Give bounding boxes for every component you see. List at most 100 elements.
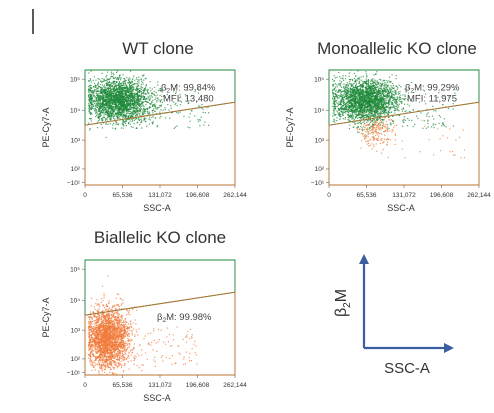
event-dot — [122, 119, 124, 121]
event-dot — [368, 112, 370, 114]
event-dot — [336, 100, 338, 102]
event-dot — [132, 83, 134, 85]
event-dot — [381, 88, 383, 90]
event-dot — [423, 120, 425, 122]
event-dot — [91, 87, 93, 89]
event-dot — [95, 105, 97, 107]
event-dot — [121, 111, 124, 113]
event-dot — [137, 110, 139, 112]
event-dot — [399, 98, 401, 101]
event-dot — [408, 88, 410, 90]
event-dot — [102, 98, 104, 100]
event-dot — [144, 112, 146, 114]
event-dot — [355, 95, 357, 97]
event-dot — [352, 117, 354, 119]
event-dot — [164, 108, 166, 111]
event-dot — [200, 116, 202, 118]
event-dot — [340, 96, 342, 98]
event-dot — [376, 99, 378, 101]
event-dot — [103, 91, 105, 93]
event-dot — [383, 88, 385, 90]
event-dot — [92, 90, 94, 92]
event-dot — [122, 85, 124, 87]
event-dot — [370, 94, 372, 96]
event-dot — [152, 122, 154, 124]
event-dot — [170, 107, 172, 109]
event-dot — [362, 85, 364, 88]
event-dot — [88, 109, 90, 111]
event-dot — [347, 95, 349, 98]
event-dot — [164, 107, 166, 109]
event-dot — [139, 105, 141, 107]
event-dot — [120, 89, 122, 91]
event-dot — [131, 84, 133, 86]
event-dot — [122, 120, 124, 122]
event-dot — [365, 78, 367, 80]
event-dot — [369, 114, 371, 116]
event-dot — [98, 120, 100, 122]
event-dot — [136, 114, 138, 116]
event-dot — [395, 90, 397, 92]
event-dot — [371, 131, 373, 134]
event-dot — [141, 101, 143, 103]
event-dot — [102, 103, 104, 106]
event-dot — [113, 74, 115, 76]
event-dot — [105, 136, 107, 139]
event-dot — [114, 92, 116, 94]
event-dot — [399, 91, 401, 93]
event-dot — [360, 90, 362, 92]
event-dot — [126, 99, 128, 101]
event-dot — [122, 89, 124, 91]
event-dot — [379, 96, 381, 98]
event-dot — [102, 122, 104, 124]
event-dot — [132, 114, 134, 116]
event-dot — [345, 102, 347, 104]
event-dot — [141, 93, 143, 95]
event-dot — [340, 77, 342, 79]
event-dot — [118, 116, 120, 118]
event-dot — [138, 104, 140, 106]
event-dot — [342, 112, 344, 114]
event-dot — [139, 94, 141, 96]
event-dot — [142, 92, 144, 94]
event-dot — [433, 123, 435, 125]
event-dot — [130, 126, 132, 128]
event-dot — [371, 105, 373, 107]
event-dot — [153, 103, 155, 105]
event-dot — [391, 94, 393, 96]
event-dot — [118, 76, 120, 79]
event-dot — [154, 104, 156, 107]
event-dot — [358, 100, 360, 102]
event-dot — [361, 84, 363, 86]
event-dot — [207, 107, 209, 109]
event-dot — [150, 103, 152, 105]
event-dot — [417, 110, 419, 112]
x-tick-label: 0 — [83, 192, 87, 199]
event-dot — [390, 89, 392, 91]
event-dot — [89, 104, 91, 106]
event-dot — [110, 120, 112, 122]
event-dot — [156, 125, 158, 127]
event-dot — [115, 76, 117, 79]
event-dot — [366, 95, 368, 97]
event-dot — [100, 103, 102, 105]
event-dot — [133, 119, 135, 121]
event-dot — [389, 122, 391, 124]
event-dot — [354, 110, 356, 112]
event-dot — [151, 104, 154, 106]
event-dot — [96, 114, 98, 116]
event-dot — [351, 102, 353, 104]
event-dot — [101, 95, 104, 97]
event-dot — [90, 97, 92, 100]
event-dot — [376, 111, 378, 113]
event-dot — [387, 111, 389, 113]
event-dot — [383, 112, 385, 114]
event-dot — [368, 90, 370, 92]
event-dot — [404, 119, 406, 121]
event-dot — [107, 89, 110, 91]
event-dot — [162, 109, 164, 111]
event-dot — [138, 110, 140, 112]
event-dot — [121, 109, 123, 112]
event-dot — [443, 95, 445, 97]
event-dot — [347, 98, 349, 100]
